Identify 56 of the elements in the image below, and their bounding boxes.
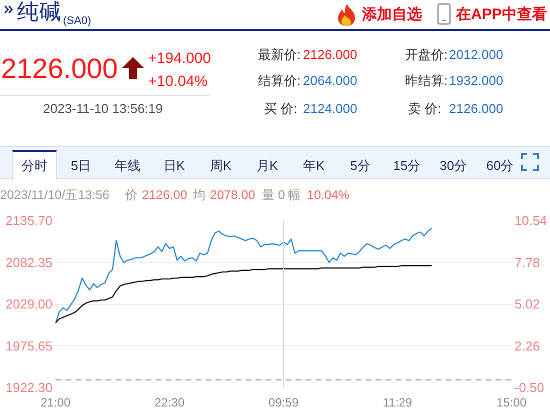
text: 2126.000 xyxy=(303,47,358,62)
text: 添加自选 xyxy=(362,6,422,23)
text: 2126.000 xyxy=(1,53,118,84)
text: 2126.000 xyxy=(449,101,504,116)
text: 2126.00 xyxy=(142,188,188,202)
x-tick-label: 21:00 xyxy=(40,396,71,410)
text: 2064.000 xyxy=(303,73,358,88)
y-tick-label: 2082.35 xyxy=(6,254,53,270)
y2-tick-label: 5.02 xyxy=(514,296,540,312)
text: 2023/11/10/五13:56 xyxy=(0,188,110,202)
text: 幅 xyxy=(288,188,301,202)
line-series xyxy=(56,227,432,324)
text: 卖 价: xyxy=(408,101,442,116)
text: 年线 xyxy=(114,158,142,173)
text: 月K xyxy=(255,158,280,173)
text: 在APP中查看 xyxy=(456,6,547,23)
x-tick-label: 11:29 xyxy=(382,396,412,410)
text: 最新价: xyxy=(258,47,301,62)
text: 10.04% xyxy=(307,188,350,202)
y2-tick-label: -0.50 xyxy=(514,380,544,395)
x-tick-label: 15:00 xyxy=(496,396,527,410)
text: 2012.000 xyxy=(449,47,504,62)
text: 昨结算: xyxy=(405,73,448,88)
text: 周K xyxy=(208,158,233,173)
text: 量 xyxy=(262,188,275,202)
text: 结算价: xyxy=(258,73,301,88)
text: +194.000 xyxy=(148,50,211,67)
text: 5日 xyxy=(70,158,92,173)
text: 买 价: xyxy=(264,101,298,116)
text: 0 xyxy=(278,188,285,202)
text: 均 xyxy=(193,188,206,202)
chart-title: 纯碱 xyxy=(17,0,61,24)
text: 价 xyxy=(125,188,138,202)
y-tick-label: 2135.70 xyxy=(6,213,53,228)
text: 2124.000 xyxy=(303,101,358,116)
y-tick-label: 2029.00 xyxy=(6,296,53,312)
line-series xyxy=(56,265,432,324)
x-tick-label: 09:59 xyxy=(268,396,299,410)
text: 日K xyxy=(162,158,186,173)
text: 5分 xyxy=(349,158,372,173)
text: 2023-11-10 13:56:19 xyxy=(43,101,163,116)
y-tick-label: 1922.30 xyxy=(6,380,53,395)
text: 30分 xyxy=(438,158,468,173)
text: 2078.00 xyxy=(210,188,256,202)
y-tick-label: 1975.65 xyxy=(6,338,53,354)
x-tick-label: 22:30 xyxy=(154,396,185,410)
y2-tick-label: 2.26 xyxy=(514,338,540,354)
text: 开盘价: xyxy=(405,47,448,62)
text: 1932.000 xyxy=(449,73,504,88)
y2-tick-label: 7.78 xyxy=(514,254,540,270)
text: 15分 xyxy=(392,158,422,173)
chart-subtitle: (SA0) xyxy=(63,15,92,28)
y2-tick-label: 10.54 xyxy=(514,213,548,228)
text: +10.04% xyxy=(148,73,208,90)
text: 60分 xyxy=(485,158,515,173)
text: 年K xyxy=(302,158,326,173)
